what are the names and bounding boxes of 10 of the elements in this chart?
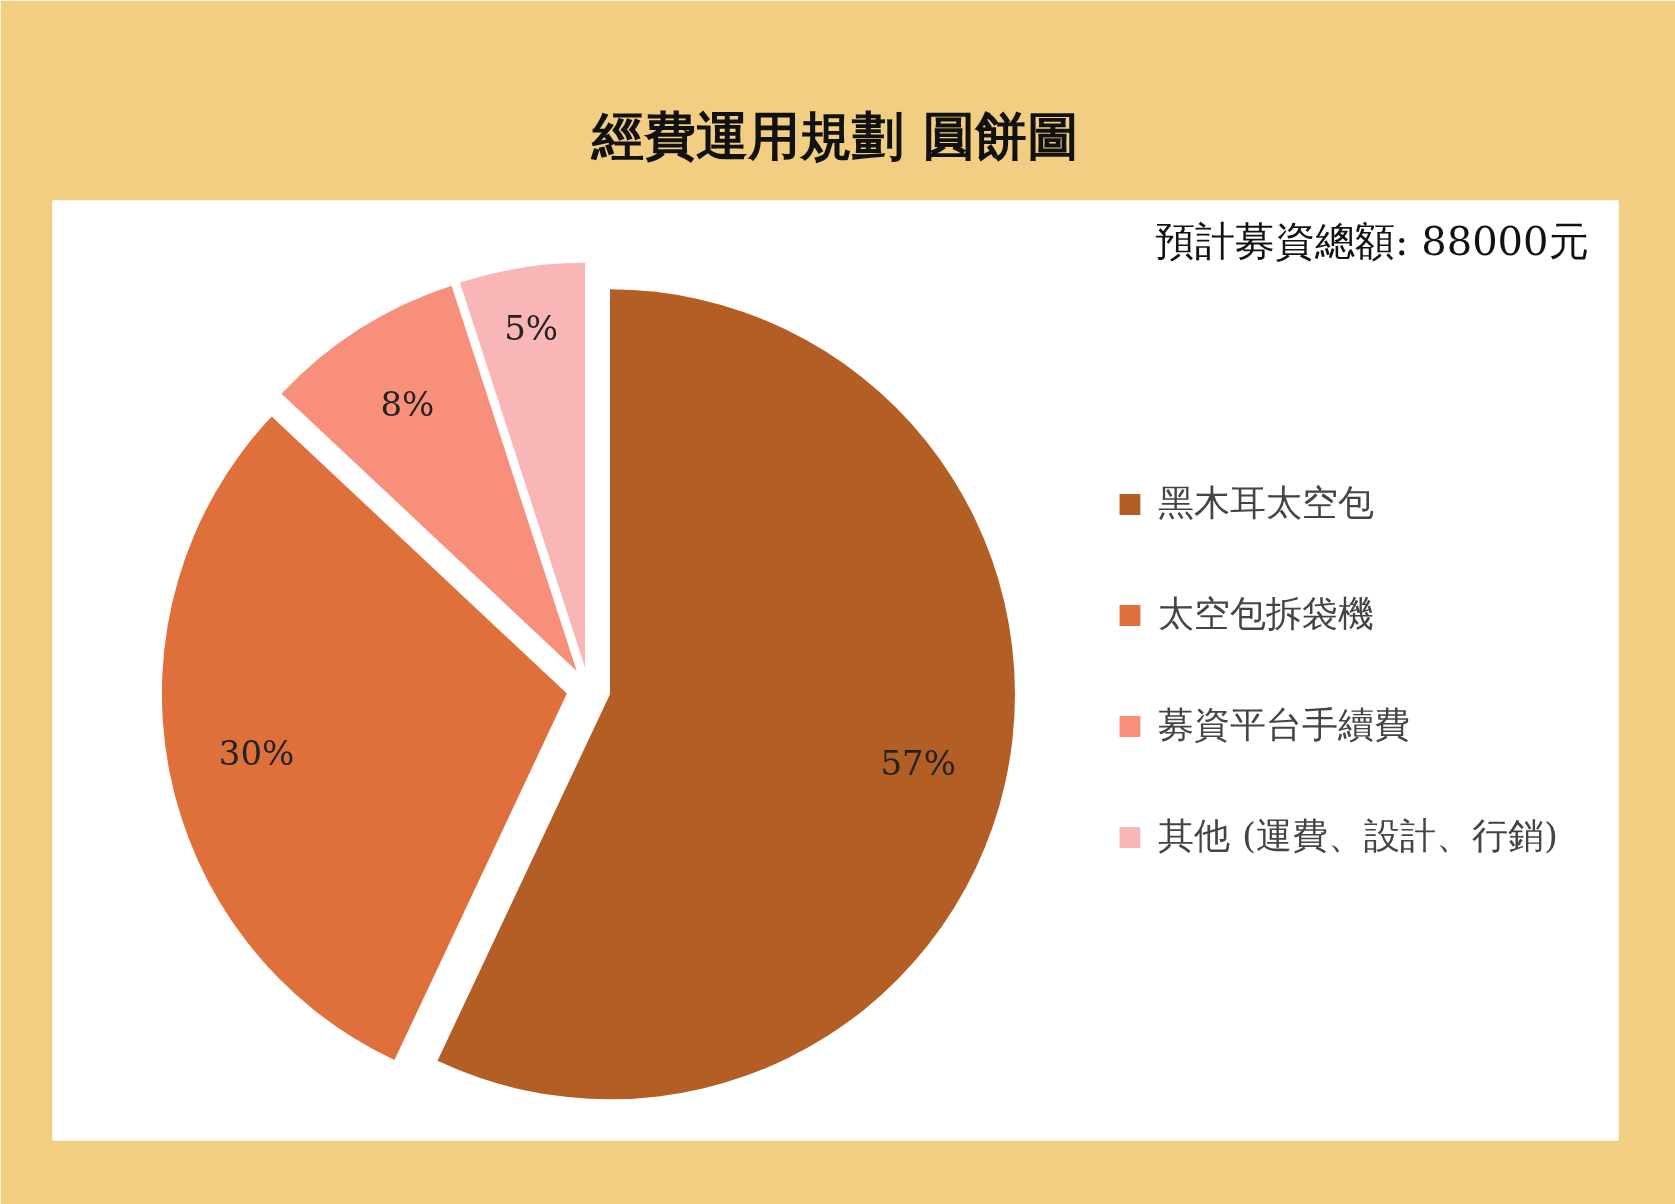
legend-label: 太空包拆袋機 <box>1158 592 1375 636</box>
text: 預計募資總額: 88000元 <box>1155 217 1589 264</box>
data-label: 57% <box>880 743 957 784</box>
legend-label: 黑木耳太空包 <box>1158 481 1375 525</box>
chart-title: 經費運用規劃 圓餅圖 <box>590 104 1079 166</box>
data-label: 5% <box>504 307 559 348</box>
legend-label: 其他 (運費、設計、行銷) <box>1158 814 1558 858</box>
legend-label: 募資平台手續費 <box>1158 703 1411 747</box>
data-label: 30% <box>218 732 295 773</box>
data-label: 8% <box>380 384 435 425</box>
